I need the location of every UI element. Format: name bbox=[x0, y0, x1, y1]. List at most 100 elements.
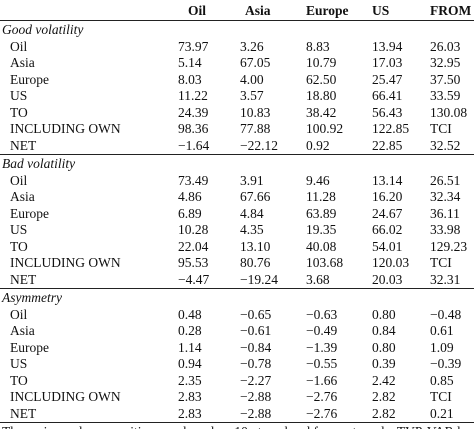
cell: −1.39 bbox=[306, 339, 338, 355]
row-label: US bbox=[10, 356, 28, 371]
row-label: INCLUDING OWN bbox=[10, 389, 121, 404]
cell: −2.88 bbox=[240, 389, 272, 404]
row-label: TO bbox=[10, 238, 28, 254]
row-label: NET bbox=[10, 405, 37, 421]
cell: 98.36 bbox=[178, 121, 209, 136]
cell: −2.27 bbox=[240, 372, 272, 388]
cell: 32.31 bbox=[430, 271, 461, 287]
cell: TCI bbox=[430, 389, 452, 404]
cell: 62.50 bbox=[306, 71, 337, 87]
cell: −0.61 bbox=[240, 323, 272, 338]
cell: 18.80 bbox=[306, 88, 337, 103]
cell: 10.79 bbox=[306, 55, 337, 70]
cell: 3.57 bbox=[240, 88, 264, 103]
rule-line bbox=[0, 422, 474, 423]
cell: 0.94 bbox=[178, 356, 202, 371]
cell: 2.82 bbox=[372, 389, 396, 404]
cell: 17.03 bbox=[372, 55, 403, 70]
cell: 120.03 bbox=[372, 255, 410, 270]
cell: −0.48 bbox=[430, 306, 462, 322]
row-label: Oil bbox=[10, 172, 28, 188]
cell: 0.85 bbox=[430, 372, 454, 388]
cell: 26.03 bbox=[430, 38, 461, 54]
cell: 13.94 bbox=[372, 38, 403, 54]
cell: 38.42 bbox=[306, 104, 337, 120]
cell: 24.67 bbox=[372, 205, 403, 221]
footnote: The variance decompositions are based on… bbox=[2, 424, 467, 429]
cell: TCI bbox=[430, 255, 452, 270]
row-label: TO bbox=[10, 104, 28, 120]
row-label: INCLUDING OWN bbox=[10, 121, 121, 136]
cell: 8.83 bbox=[306, 38, 330, 54]
row-label: NET bbox=[10, 271, 37, 287]
cell: 0.28 bbox=[178, 323, 202, 338]
cell: 3.68 bbox=[306, 271, 330, 287]
cell: 0.39 bbox=[372, 356, 396, 371]
cell: 22.04 bbox=[178, 238, 209, 254]
cell: 10.28 bbox=[178, 222, 209, 237]
row-label: Europe bbox=[10, 71, 49, 87]
cell: 4.86 bbox=[178, 189, 202, 204]
cell: 32.95 bbox=[430, 55, 461, 70]
cell: 0.80 bbox=[372, 306, 396, 322]
cell: −2.76 bbox=[306, 389, 338, 404]
cell: 32.52 bbox=[430, 137, 461, 153]
cell: 129.23 bbox=[430, 238, 468, 254]
cell: −0.49 bbox=[306, 323, 338, 338]
rule-line bbox=[0, 154, 474, 155]
cell: −0.63 bbox=[306, 306, 338, 322]
cell: 33.98 bbox=[430, 222, 461, 237]
cell: −1.66 bbox=[306, 372, 338, 388]
rule-line bbox=[0, 288, 474, 289]
cell: 77.88 bbox=[240, 121, 271, 136]
cell: −2.76 bbox=[306, 405, 338, 421]
cell: 0.61 bbox=[430, 323, 454, 338]
cell: 32.34 bbox=[430, 189, 461, 204]
column-header: Europe bbox=[306, 3, 349, 18]
cell: −2.88 bbox=[240, 405, 272, 421]
rule-line bbox=[0, 20, 474, 21]
cell: 3.26 bbox=[240, 38, 264, 54]
row-label: Asia bbox=[10, 189, 35, 204]
section-title: Asymmetry bbox=[2, 290, 62, 305]
cell: 95.53 bbox=[178, 255, 209, 270]
cell: −0.78 bbox=[240, 356, 272, 371]
cell: 73.49 bbox=[178, 172, 209, 188]
cell: 66.41 bbox=[372, 88, 403, 103]
column-header: US bbox=[372, 3, 390, 18]
cell: −0.65 bbox=[240, 306, 272, 322]
row-label: Oil bbox=[10, 38, 28, 54]
cell: 54.01 bbox=[372, 238, 403, 254]
cell: 80.76 bbox=[240, 255, 271, 270]
cell: 24.39 bbox=[178, 104, 209, 120]
cell: 40.08 bbox=[306, 238, 337, 254]
cell: 2.35 bbox=[178, 372, 202, 388]
cell: 26.51 bbox=[430, 172, 461, 188]
cell: 103.68 bbox=[306, 255, 344, 270]
column-header: FROM bbox=[430, 3, 472, 18]
cell: 0.92 bbox=[306, 137, 330, 153]
row-label: INCLUDING OWN bbox=[10, 255, 121, 270]
cell: 67.66 bbox=[240, 189, 271, 204]
cell: 22.85 bbox=[372, 137, 403, 153]
cell: 6.89 bbox=[178, 205, 202, 221]
cell: 33.59 bbox=[430, 88, 461, 103]
cell: 130.08 bbox=[430, 104, 468, 120]
cell: 11.28 bbox=[306, 189, 336, 204]
cell: 1.14 bbox=[178, 339, 202, 355]
cell: 56.43 bbox=[372, 104, 403, 120]
cell: 3.91 bbox=[240, 172, 264, 188]
cell: 73.97 bbox=[178, 38, 209, 54]
cell: 1.09 bbox=[430, 339, 454, 355]
cell: −0.55 bbox=[306, 356, 338, 371]
cell: 100.92 bbox=[306, 121, 344, 136]
column-header: Oil bbox=[188, 3, 207, 18]
cell: 20.03 bbox=[372, 271, 403, 287]
cell: 0.21 bbox=[430, 405, 454, 421]
cell: −1.64 bbox=[178, 137, 210, 153]
cell: −22.12 bbox=[240, 137, 278, 153]
cell: 2.83 bbox=[178, 405, 202, 421]
cell: 4.00 bbox=[240, 71, 264, 87]
cell: 2.42 bbox=[372, 372, 396, 388]
